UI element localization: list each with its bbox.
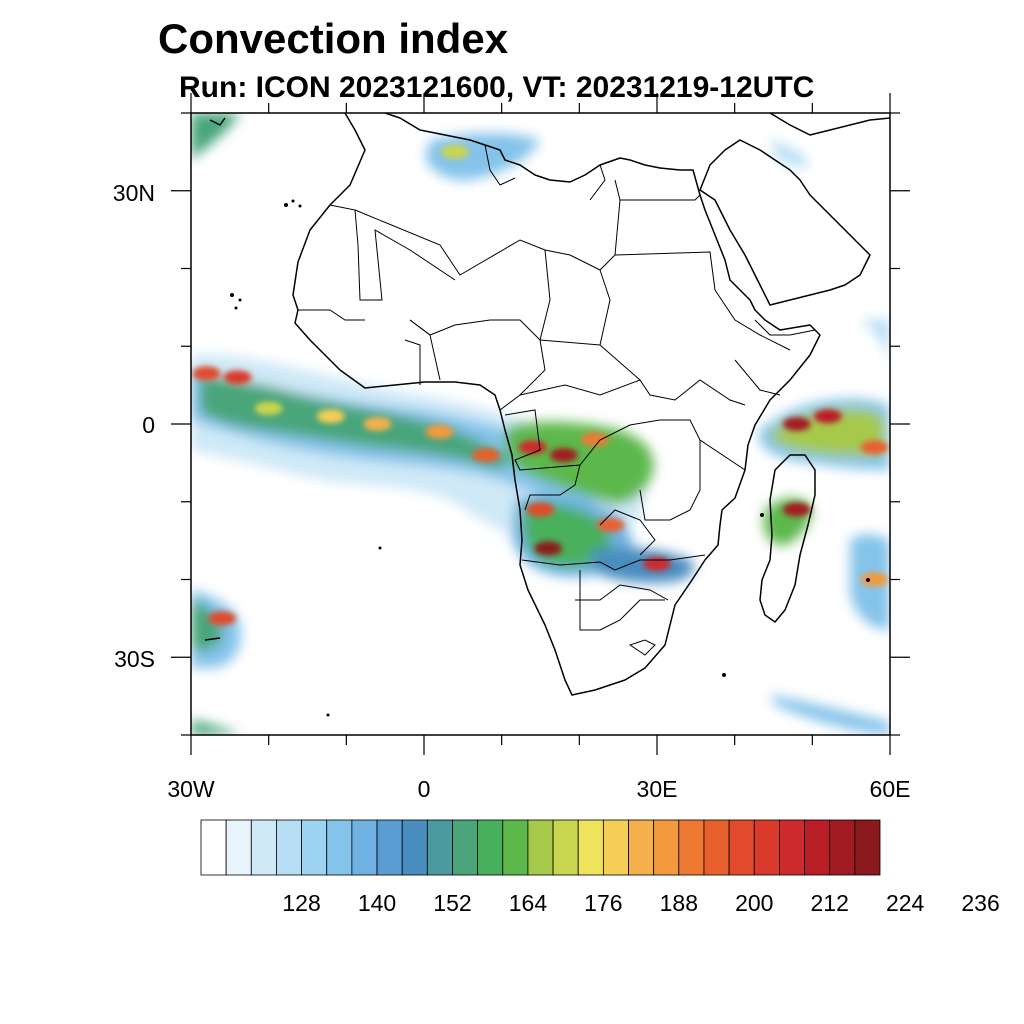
convective-cell-18 <box>860 572 889 587</box>
colorbar-swatch-18 <box>653 819 680 876</box>
colorbar-swatch-2 <box>250 819 277 876</box>
colorbar-swatch-14 <box>552 819 579 876</box>
colorbar-swatch-24 <box>804 819 831 876</box>
convective-cell-9 <box>580 432 609 447</box>
convective-cell-7 <box>518 440 547 455</box>
convective-cell-17 <box>782 502 811 517</box>
run-subtitle: Run: ICON 2023121600, VT: 20231219-12UTC <box>179 71 815 104</box>
colorbar-swatch-25 <box>829 819 856 876</box>
convective-cell-4 <box>363 417 392 431</box>
colorbar-swatch-5 <box>326 819 353 876</box>
colorbar-label: 188 <box>659 890 698 916</box>
convective-cell-11 <box>534 541 563 556</box>
convective-cell-20 <box>441 144 470 159</box>
colorbar-label: 152 <box>433 890 472 916</box>
convective-cell-16 <box>860 440 889 455</box>
colorbar <box>200 819 881 876</box>
colorbar-label: 236 <box>961 890 1000 916</box>
colorbar-swatch-4 <box>301 819 328 876</box>
colorbar-swatch-16 <box>602 819 629 876</box>
colorbar-swatch-20 <box>703 819 730 876</box>
convective-cell-13 <box>643 556 671 571</box>
islands <box>230 199 870 717</box>
lon-label-60e: 60E <box>869 776 911 802</box>
convective-cell-3 <box>316 409 345 424</box>
colorbar-swatch-22 <box>753 819 780 876</box>
lon-label-30e: 30E <box>636 776 678 802</box>
colorbar-swatch-7 <box>376 819 403 876</box>
convective-cell-14 <box>782 417 811 431</box>
colorbar-swatch-12 <box>502 819 529 876</box>
colorbar-label: 176 <box>584 890 623 916</box>
colorbar-swatch-6 <box>351 819 378 876</box>
lon-label-30w: 30W <box>167 776 215 802</box>
coastlines <box>204 113 890 696</box>
colorbar-swatch-8 <box>401 819 428 876</box>
colorbar-swatch-0 <box>200 819 227 876</box>
convective-cell-2 <box>254 401 283 416</box>
axis-ticks <box>171 93 910 755</box>
colorbar-swatch-19 <box>678 819 705 876</box>
colorbar-label: 200 <box>735 890 774 916</box>
colorbar-swatch-26 <box>854 819 881 876</box>
convective-cells <box>192 144 889 626</box>
colorbar-swatch-21 <box>728 819 755 876</box>
colorbar-label: 140 <box>357 890 397 916</box>
colorbar-swatch-9 <box>426 819 453 876</box>
convective-cell-5 <box>425 424 454 439</box>
convective-cell-10 <box>526 502 555 517</box>
colorbar-label: 128 <box>282 890 321 916</box>
colorbar-label: 224 <box>885 890 925 916</box>
convective-cell-1 <box>223 370 252 385</box>
country-borders <box>298 144 816 656</box>
convective-cell-8 <box>549 448 578 463</box>
colorbar-label: 164 <box>508 890 548 916</box>
colorbar-swatch-15 <box>577 819 604 876</box>
colorbar-swatch-17 <box>628 819 655 876</box>
lon-label-0: 0 <box>417 776 431 802</box>
colorbar-swatch-13 <box>527 819 554 876</box>
lat-label-30n: 30N <box>112 180 155 206</box>
colorbar-label: 212 <box>810 890 849 916</box>
convective-cell-15 <box>813 409 842 424</box>
page-title: Convection index <box>158 15 509 62</box>
colorbar-swatch-11 <box>477 819 504 876</box>
colorbar-swatch-1 <box>225 819 252 876</box>
lat-label-30s: 30S <box>114 646 155 672</box>
convective-cell-19 <box>208 611 237 626</box>
convective-cell-0 <box>192 366 221 381</box>
colorbar-swatch-3 <box>276 819 302 876</box>
lat-label-equator: 0 <box>142 412 155 438</box>
convective-cell-6 <box>472 448 501 463</box>
colorbar-swatch-10 <box>452 819 479 876</box>
colorbar-swatch-23 <box>779 819 805 876</box>
precipitation-field <box>191 113 890 735</box>
